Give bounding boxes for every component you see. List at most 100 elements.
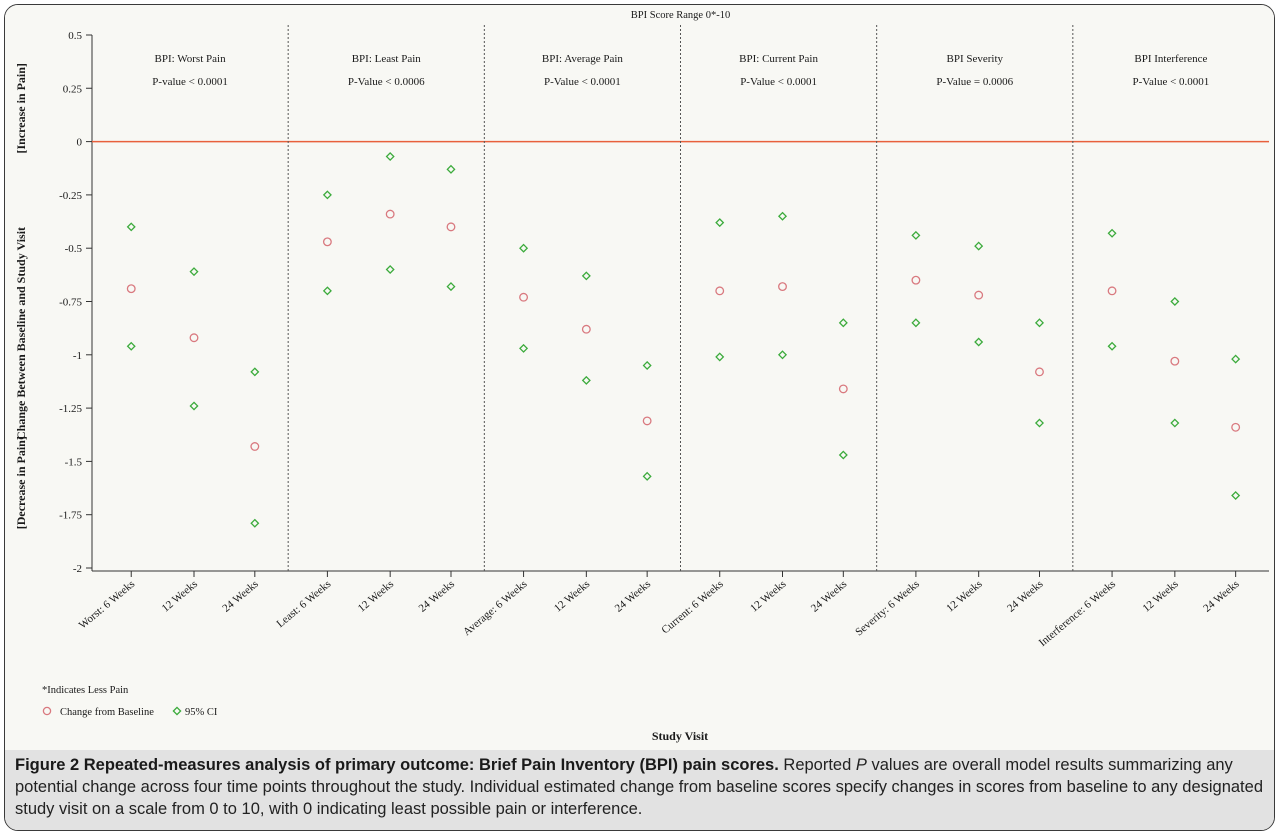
x-tick-label: 24 Weeks [220, 578, 260, 615]
y-axis-label: Change Between Baseline and Study Visit [14, 227, 28, 440]
ci-lower-point [1034, 418, 1044, 428]
ci-upper-point [715, 218, 725, 228]
panel-pvalue: P-Value < 0.0001 [544, 76, 621, 88]
ci-lower-point [838, 450, 848, 460]
y-tick-label: -1.25 [59, 403, 82, 415]
x-tick-label: 12 Weeks [944, 578, 984, 615]
y-tick-label: -0.75 [59, 297, 82, 309]
x-tick-label: 12 Weeks [552, 578, 592, 615]
legend-ci-label: 95% CI [185, 707, 218, 718]
ci-lower-point [911, 318, 921, 328]
ci-lower-point [126, 341, 136, 351]
ci-lower-point [1107, 341, 1117, 351]
estimate-point [581, 324, 591, 334]
ci-lower-point [385, 265, 395, 275]
y-tick-label: -0.5 [65, 243, 83, 255]
ci-upper-point [250, 367, 260, 377]
ci-upper-point [1170, 296, 1180, 307]
ci-upper-point [519, 243, 529, 253]
x-tick-label: 24 Weeks [417, 578, 457, 615]
ci-upper-point [126, 222, 136, 232]
y-tick-label: -1.75 [59, 510, 82, 522]
bpi-chart: 0.5 0.25 0 -0.25 -0.5 -0.75 -1 -1.25 -1.5 -1.75 -2… [14, 10, 1269, 743]
y-axis-label-bottom: [Decrease in Pain] [14, 436, 28, 529]
panel-pvalue: P-Value < 0.0001 [740, 76, 817, 88]
y-tick-label: -0.25 [59, 190, 82, 202]
x-tick-label: Worst: 6 Weeks [77, 578, 137, 631]
panel-pvalue: P-Value < 0.0001 [1133, 76, 1210, 88]
estimate-point [189, 333, 199, 343]
ci-lower-point [446, 282, 456, 292]
x-tick-label: Interference: 6 Weeks [1037, 578, 1118, 649]
y-tick-label: 0.25 [63, 83, 83, 95]
x-tick-label: Current: 6 Weeks [659, 578, 725, 636]
ci-lower-point [1231, 490, 1241, 501]
figure-caption: Figure 2 Repeated-measures analysis of p… [5, 750, 1274, 830]
x-tick-label: 24 Weeks [809, 578, 849, 615]
panel-title: BPI: Least Pain [352, 53, 422, 65]
ci-lower-point [250, 518, 260, 528]
ci-upper-point [642, 360, 652, 370]
ci-upper-point [189, 267, 199, 277]
estimate-point [446, 222, 456, 232]
panel-title: BPI: Worst Pain [155, 53, 227, 65]
estimate-point [1107, 286, 1117, 296]
panel-pvalue: P-value < 0.0001 [152, 76, 228, 88]
estimate-point [250, 442, 260, 451]
figure-frame: 0.5 0.25 0 -0.25 -0.5 -0.75 -1 -1.25 -1.5 -1.75 -2… [4, 4, 1275, 831]
y-tick-label: -2 [73, 563, 82, 575]
score-range-label: BPI Score Range 0*-10 [631, 10, 730, 21]
ci-upper-point [1107, 228, 1117, 238]
ci-lower-point [642, 471, 652, 481]
footnote-text: *Indicates Less Pain [42, 685, 129, 696]
estimate-point [1231, 422, 1241, 432]
ci-lower-point [581, 375, 591, 385]
y-tick-label: -1.5 [65, 456, 83, 468]
ci-lower-point [777, 350, 788, 360]
panel-title: BPI Interference [1134, 53, 1207, 65]
ci-lower-point [519, 343, 529, 353]
caption-text-b: values are overall model results summari… [15, 756, 1263, 818]
estimate-point [385, 209, 395, 219]
caption-title: Figure 2 Repeated-measures analysis of p… [15, 756, 779, 774]
x-tick-label: Severity: 6 Weeks [853, 578, 922, 638]
ci-lower-point [189, 401, 199, 411]
x-tick-label: Least: 6 Weeks [274, 578, 333, 630]
x-tick-label: 12 Weeks [356, 578, 396, 615]
ci-upper-point [322, 190, 332, 200]
legend-ci-marker [172, 706, 182, 716]
ci-upper-point [911, 230, 921, 240]
legend-estimate-marker [42, 706, 52, 716]
panel-pvalue: P-Value = 0.0006 [936, 76, 1013, 88]
caption-text-a: Reported [778, 756, 856, 774]
x-tick-label: 24 Weeks [1201, 578, 1241, 615]
y-tick-label: 0 [77, 137, 83, 149]
x-tick-label: 24 Weeks [613, 578, 653, 615]
x-axis-label: Study Visit [652, 729, 708, 743]
estimate-point [519, 292, 529, 302]
ci-upper-point [974, 241, 984, 251]
estimate-point [838, 384, 848, 394]
estimate-point [715, 286, 725, 296]
estimate-point [322, 237, 332, 247]
panel-pvalue: P-Value < 0.0006 [348, 76, 425, 88]
ci-upper-point [777, 211, 788, 221]
ci-upper-point [838, 318, 848, 328]
ci-upper-point [446, 164, 456, 174]
x-tick-label: 24 Weeks [1005, 578, 1045, 615]
chart-area: 0.5 0.25 0 -0.25 -0.5 -0.75 -1 -1.25 -1.5 -1.75 -2… [5, 5, 1274, 750]
y-tick-label: 0.5 [68, 30, 82, 42]
ci-upper-point [385, 152, 395, 162]
ci-lower-point [322, 286, 332, 296]
x-tick-label: 12 Weeks [1140, 578, 1180, 615]
y-axis-label-top: [Increase in Pain] [14, 63, 28, 153]
x-tick-label: 12 Weeks [160, 578, 200, 615]
ci-lower-point [974, 337, 984, 347]
legend-estimate-label: Change from Baseline [60, 707, 154, 718]
estimate-point [1170, 356, 1180, 366]
panel-title: BPI: Average Pain [542, 53, 624, 65]
y-tick-label: -1 [73, 350, 82, 362]
estimate-point [974, 290, 984, 300]
ci-lower-point [1170, 418, 1180, 428]
panel-title: BPI Severity [946, 53, 1003, 65]
